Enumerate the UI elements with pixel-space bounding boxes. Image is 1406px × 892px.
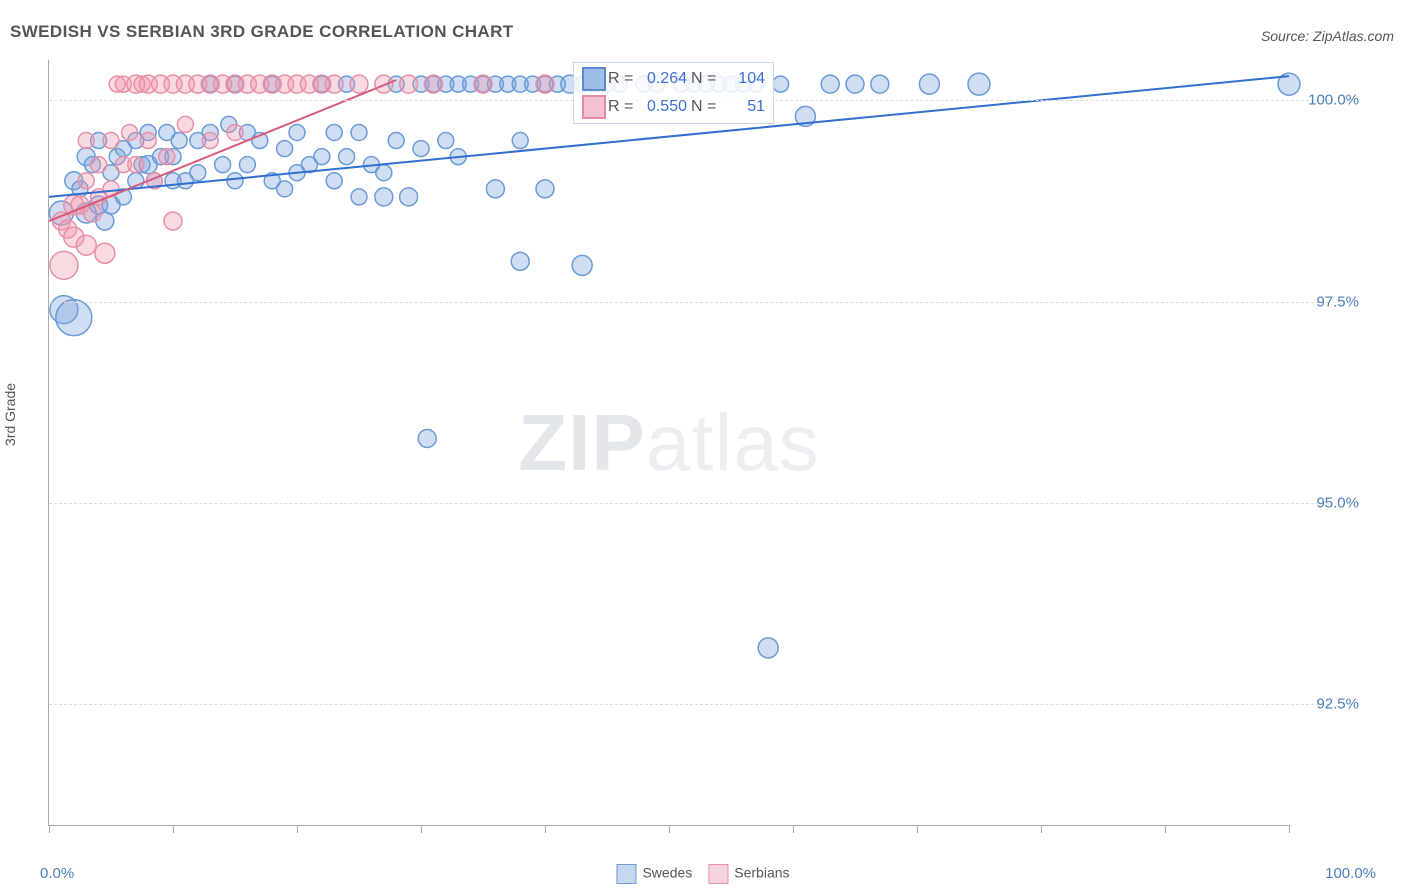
data-point bbox=[376, 165, 392, 181]
y-tick-label: 100.0% bbox=[1299, 92, 1359, 109]
data-point bbox=[474, 75, 492, 93]
data-point bbox=[177, 116, 193, 132]
x-tick bbox=[1289, 825, 1290, 833]
source-label: Source: ZipAtlas.com bbox=[1261, 28, 1394, 44]
n-label: N = bbox=[691, 98, 721, 116]
legend-swatch bbox=[582, 95, 606, 119]
chart-container: SWEDISH VS SERBIAN 3RD GRADE CORRELATION… bbox=[0, 0, 1406, 892]
data-point bbox=[50, 251, 78, 279]
data-point bbox=[122, 124, 138, 140]
x-axis-label-left: 0.0% bbox=[40, 865, 74, 882]
n-value: 51 bbox=[725, 98, 765, 116]
data-point bbox=[171, 133, 187, 149]
data-point bbox=[388, 133, 404, 149]
x-tick bbox=[421, 825, 422, 833]
data-point bbox=[289, 124, 305, 140]
data-point bbox=[424, 75, 442, 93]
x-tick bbox=[917, 825, 918, 833]
data-point bbox=[76, 235, 96, 255]
r-value: 0.550 bbox=[642, 98, 687, 116]
data-point bbox=[438, 133, 454, 149]
grid-line bbox=[49, 302, 1329, 303]
data-point bbox=[511, 252, 529, 270]
r-label: R = bbox=[608, 98, 638, 116]
data-point bbox=[227, 173, 243, 189]
data-point bbox=[413, 141, 429, 157]
data-point bbox=[78, 173, 94, 189]
legend-swatch bbox=[708, 864, 728, 884]
data-point bbox=[326, 173, 342, 189]
n-value: 104 bbox=[725, 70, 765, 88]
data-point bbox=[375, 188, 393, 206]
legend-label: Swedes bbox=[642, 865, 692, 881]
x-tick bbox=[173, 825, 174, 833]
data-point bbox=[277, 181, 293, 197]
legend-swatch bbox=[582, 67, 606, 91]
y-tick-label: 95.0% bbox=[1299, 494, 1359, 511]
correlation-info-box: R =0.264N =104 R =0.550N =51 bbox=[573, 62, 774, 124]
data-point bbox=[56, 300, 92, 336]
data-point bbox=[773, 76, 789, 92]
grid-line bbox=[49, 503, 1329, 504]
x-tick bbox=[49, 825, 50, 833]
data-point bbox=[128, 157, 144, 173]
legend-label: Serbians bbox=[734, 865, 789, 881]
data-point bbox=[164, 212, 182, 230]
legend-bottom: Swedes Serbians bbox=[616, 864, 789, 884]
data-point bbox=[758, 638, 778, 658]
data-point bbox=[277, 141, 293, 157]
x-tick bbox=[1165, 825, 1166, 833]
data-point bbox=[350, 75, 368, 93]
data-point bbox=[339, 149, 355, 165]
y-tick-label: 97.5% bbox=[1299, 293, 1359, 310]
data-point bbox=[418, 429, 436, 447]
r-value: 0.264 bbox=[642, 70, 687, 88]
data-point bbox=[314, 149, 330, 165]
legend-item: Swedes bbox=[616, 864, 692, 884]
x-tick bbox=[297, 825, 298, 833]
data-point bbox=[326, 124, 342, 140]
data-point bbox=[215, 157, 231, 173]
y-tick-label: 92.5% bbox=[1299, 696, 1359, 713]
data-point bbox=[325, 75, 343, 93]
chart-svg bbox=[49, 60, 1289, 825]
data-point bbox=[95, 243, 115, 263]
data-point bbox=[968, 73, 990, 95]
data-point bbox=[400, 75, 418, 93]
data-point bbox=[103, 133, 119, 149]
grid-line bbox=[49, 704, 1329, 705]
x-tick bbox=[545, 825, 546, 833]
data-point bbox=[78, 133, 94, 149]
x-axis-label-right: 100.0% bbox=[1325, 865, 1376, 882]
data-point bbox=[572, 255, 592, 275]
data-point bbox=[821, 75, 839, 93]
x-tick bbox=[1041, 825, 1042, 833]
data-point bbox=[919, 74, 939, 94]
legend-item: Serbians bbox=[708, 864, 789, 884]
chart-title: SWEDISH VS SERBIAN 3RD GRADE CORRELATION… bbox=[10, 22, 514, 42]
data-point bbox=[512, 133, 528, 149]
data-point bbox=[190, 165, 206, 181]
data-point bbox=[871, 75, 889, 93]
data-point bbox=[351, 189, 367, 205]
data-point bbox=[400, 188, 418, 206]
data-point bbox=[536, 180, 554, 198]
data-point bbox=[239, 157, 255, 173]
data-point bbox=[227, 124, 243, 140]
r-label: R = bbox=[608, 70, 638, 88]
legend-swatch bbox=[616, 864, 636, 884]
data-point bbox=[486, 180, 504, 198]
data-point bbox=[140, 133, 156, 149]
data-point bbox=[351, 124, 367, 140]
n-label: N = bbox=[691, 70, 721, 88]
data-point bbox=[91, 157, 107, 173]
x-tick bbox=[793, 825, 794, 833]
data-point bbox=[159, 149, 175, 165]
y-axis-title: 3rd Grade bbox=[2, 383, 18, 446]
data-point bbox=[846, 75, 864, 93]
data-point bbox=[536, 75, 554, 93]
plot-area: ZIPatlas 100.0%97.5%95.0%92.5% bbox=[48, 60, 1289, 826]
data-point bbox=[202, 133, 218, 149]
x-tick bbox=[669, 825, 670, 833]
